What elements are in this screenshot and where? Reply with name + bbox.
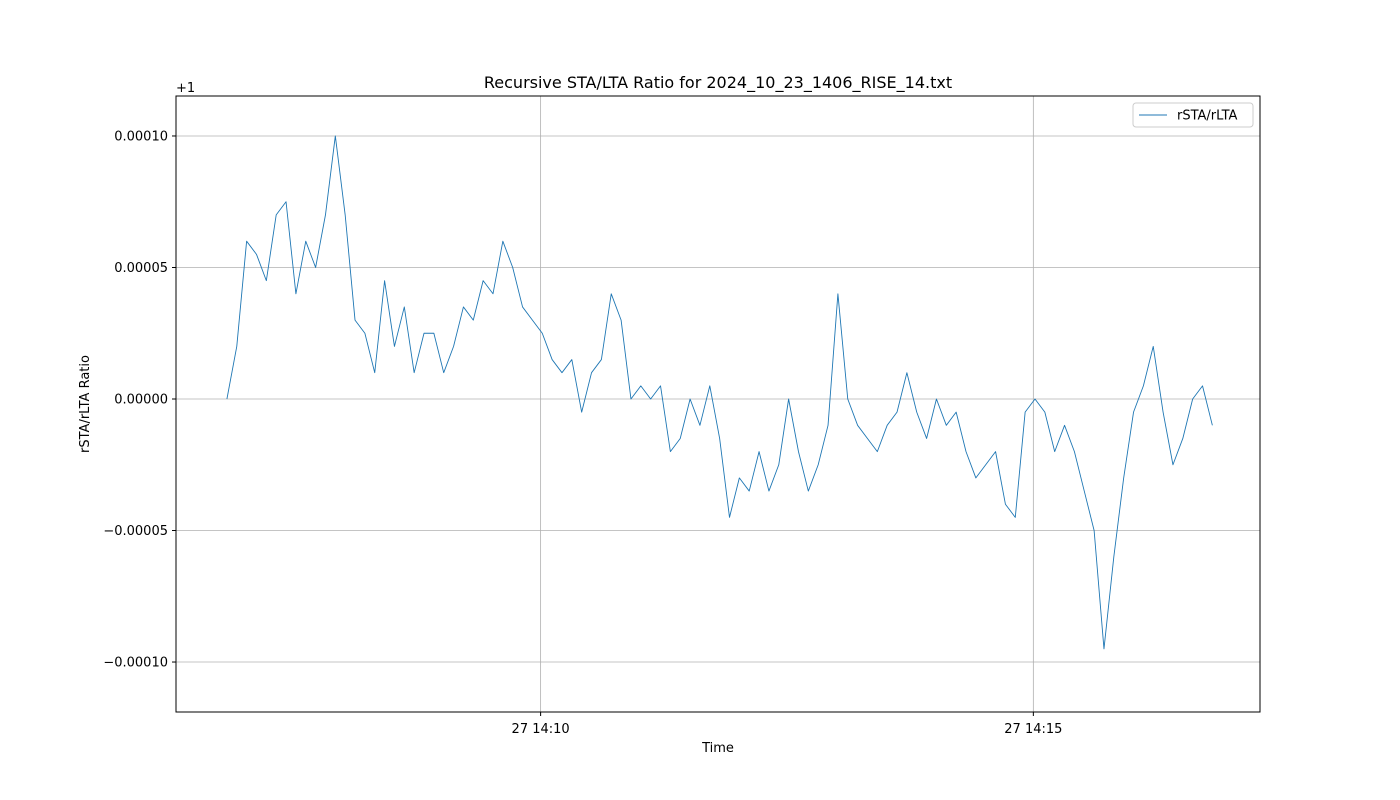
plot-frame [175,95,1261,713]
legend-box [1132,102,1254,128]
x-axis-label: Time [701,741,734,756]
legend-label: rSTA/rLTA [1177,109,1238,124]
x-tick-label: 27 14:10 [512,722,570,737]
y-tick-label: −0.00010 [103,656,168,671]
data-line [226,135,1213,650]
y-tick-label: −0.00005 [103,524,168,539]
y-tick-label: 0.00000 [114,393,168,408]
x-tick-label: 27 14:15 [1004,722,1062,737]
y-offset-label: +1 [176,81,195,96]
y-axis-label: rSTA/rLTA Ratio [78,355,93,453]
y-tick-label: 0.00010 [114,129,168,144]
y-tick-label: 0.00005 [114,261,168,276]
chart-title: Recursive STA/LTA Ratio for 2024_10_23_1… [484,73,952,93]
